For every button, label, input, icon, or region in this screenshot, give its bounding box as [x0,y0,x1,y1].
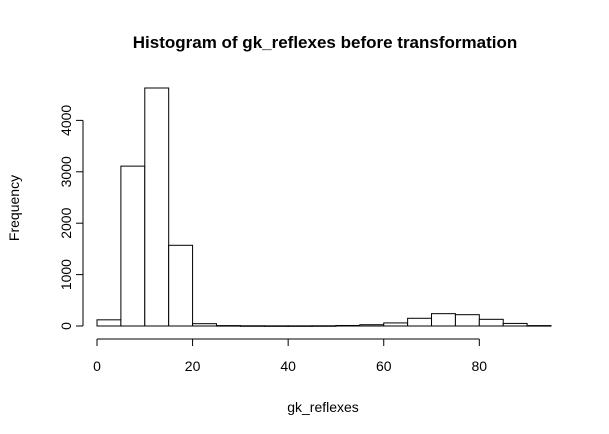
histogram-bar [96,319,122,327]
histogram-bar [478,318,504,327]
histogram-bar [263,325,289,327]
histogram-bar [192,323,217,327]
histogram-bar [239,325,265,327]
y-tick-label: 0 [58,322,74,330]
histogram-bar [407,317,433,327]
histogram-bar [120,165,146,327]
x-axis-label: gk_reflexes [287,399,359,415]
y-tick-label: 1000 [58,259,74,290]
x-axis: 0 20 40 60 80 [93,338,488,374]
x-tick-label: 40 [280,358,296,374]
histogram-bar [431,313,456,327]
histogram-bar [144,87,170,327]
x-tick-label: 60 [376,358,392,374]
histogram-bar [335,324,361,327]
y-tick-label: 2000 [58,207,74,238]
histogram-bar [502,322,528,327]
chart-title: Histogram of gk_reflexes before transfor… [133,33,517,52]
histogram-bar [311,325,337,327]
y-tick-label: 3000 [58,156,74,187]
x-tick-label: 20 [185,358,201,374]
histogram-bar [383,322,409,327]
histogram-bar [287,325,313,327]
histogram-bar [454,314,480,327]
histogram-bar [168,244,194,327]
y-tick-label: 4000 [58,105,74,136]
histogram-bar [526,325,552,327]
x-tick-label: 0 [93,358,101,374]
x-tick-label: 80 [472,358,488,374]
y-axis-label: Frequency [6,175,22,241]
bars-group [96,87,552,327]
y-axis: 0 1000 2000 3000 4000 [58,105,84,330]
histogram-bar [215,325,241,327]
histogram-bar [359,324,385,327]
